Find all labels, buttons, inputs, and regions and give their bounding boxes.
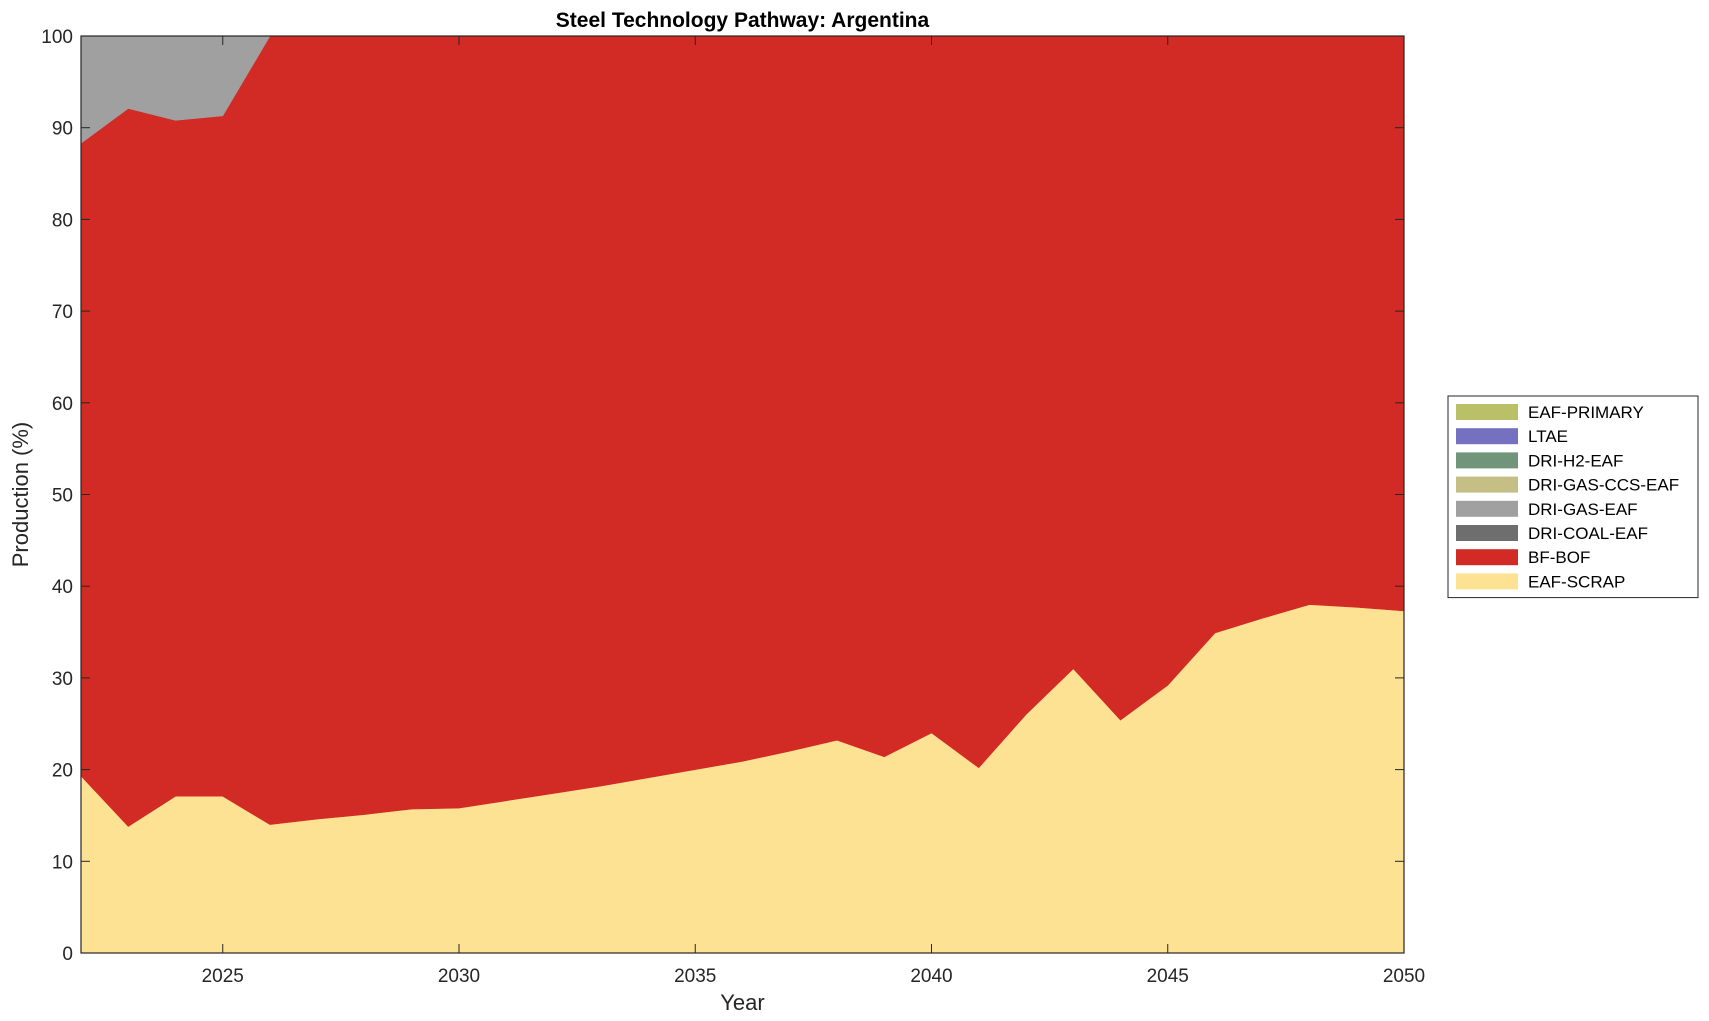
legend-label: EAF-PRIMARY	[1528, 403, 1644, 422]
legend-item-dri-gas-ccs-eaf: DRI-GAS-CCS-EAF	[1456, 476, 1679, 495]
y-tick-label: 40	[52, 577, 73, 598]
chart-title: Steel Technology Pathway: Argentina	[556, 9, 930, 32]
legend-label: LTAE	[1528, 427, 1568, 446]
x-tick-label: 2050	[1383, 966, 1425, 987]
legend-swatch	[1456, 500, 1518, 517]
legend-label: EAF-SCRAP	[1528, 572, 1625, 591]
y-tick-label: 0	[62, 944, 73, 965]
legend-items: EAF-PRIMARY LTAE DRI-H2-EAF DRI-GAS-CCS-EAF…	[1456, 403, 1679, 591]
y-axis-label: Production (%)	[8, 422, 33, 568]
legend-swatch	[1456, 452, 1518, 469]
legend-swatch	[1456, 525, 1518, 541]
legend-swatch	[1456, 573, 1518, 590]
legend-box	[1447, 395, 1699, 599]
y-tick-label: 30	[52, 669, 73, 690]
legend-item-eaf-scrap: EAF-SCRAP	[1456, 572, 1625, 591]
y-tick-label: 100	[41, 27, 73, 48]
x-tick-label: 2035	[674, 966, 716, 987]
x-axis-label: Year	[720, 990, 764, 1015]
y-tick-label: 10	[52, 852, 73, 873]
legend-item-dri-coal-eaf: DRI-COAL-EAF	[1456, 524, 1648, 543]
legend-label: DRI-GAS-EAF	[1528, 500, 1638, 519]
legend: EAF-PRIMARY LTAE DRI-H2-EAF DRI-GAS-CCS-EAF…	[1447, 395, 1699, 599]
legend-swatch	[1456, 549, 1518, 566]
legend-label: DRI-GAS-CCS-EAF	[1528, 476, 1679, 495]
legend-item-dri-gas-eaf: DRI-GAS-EAF	[1456, 500, 1638, 519]
x-tick-label: 2030	[438, 966, 480, 987]
legend-label: BF-BOF	[1528, 548, 1590, 567]
legend-swatch	[1456, 404, 1518, 420]
legend-label: DRI-COAL-EAF	[1528, 524, 1648, 543]
x-tick-label: 2045	[1147, 966, 1189, 987]
y-tick-label: 80	[52, 210, 73, 231]
legend-item-ltae: LTAE	[1456, 427, 1568, 446]
areas-layer	[80, 35, 1405, 954]
legend-swatch	[1456, 428, 1518, 445]
legend-item-dri-h2-eaf: DRI-H2-EAF	[1456, 451, 1623, 470]
legend-item-eaf-primary: EAF-PRIMARY	[1456, 403, 1644, 422]
legend-swatch	[1456, 476, 1518, 493]
legend-label: DRI-H2-EAF	[1528, 451, 1623, 470]
x-tick-label: 2040	[910, 966, 952, 987]
y-tick-label: 70	[52, 302, 73, 323]
y-tick-label: 50	[52, 486, 73, 507]
legend-item-bf-bof: BF-BOF	[1456, 548, 1590, 567]
y-tick-label: 60	[52, 394, 73, 415]
y-tick-label: 90	[52, 119, 73, 140]
y-tick-label: 20	[52, 761, 73, 782]
x-tick-label: 2025	[202, 966, 244, 987]
